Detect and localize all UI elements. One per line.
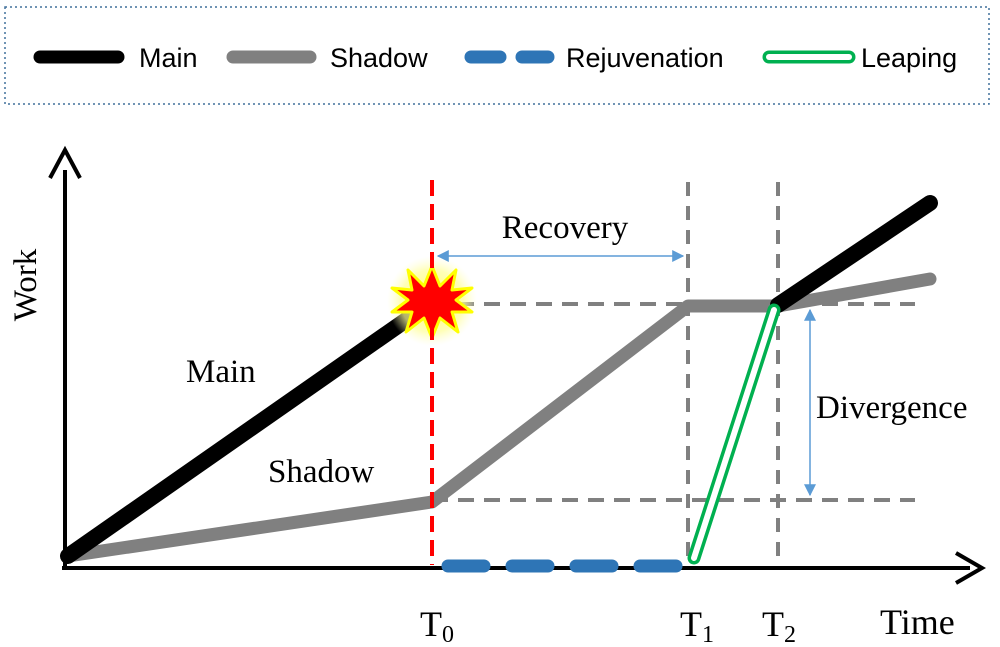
shadow-line-label: Shadow bbox=[268, 454, 375, 490]
legend-label-main: Main bbox=[139, 43, 198, 73]
main-line-before-failure bbox=[68, 302, 432, 556]
legend-label-shadow: Shadow bbox=[330, 43, 428, 73]
recovery-label: Recovery bbox=[502, 210, 629, 246]
divergence-label: Divergence bbox=[816, 390, 967, 426]
main-line-label: Main bbox=[186, 354, 256, 390]
shadow-line bbox=[68, 279, 930, 556]
tick-label-t0: T0 bbox=[420, 604, 454, 647]
legend-label-rejuvenation: Rejuvenation bbox=[566, 43, 724, 73]
tick-label-t2: T2 bbox=[762, 604, 796, 647]
x-axis-label: Time bbox=[880, 602, 955, 642]
tick-label-t1: T1 bbox=[680, 604, 714, 647]
legend: Main Shadow Rejuvenation Leaping bbox=[5, 7, 989, 104]
leaping-line-inner bbox=[694, 310, 774, 558]
y-axis-label: Work bbox=[8, 248, 44, 321]
legend-label-leaping: Leaping bbox=[861, 43, 957, 73]
